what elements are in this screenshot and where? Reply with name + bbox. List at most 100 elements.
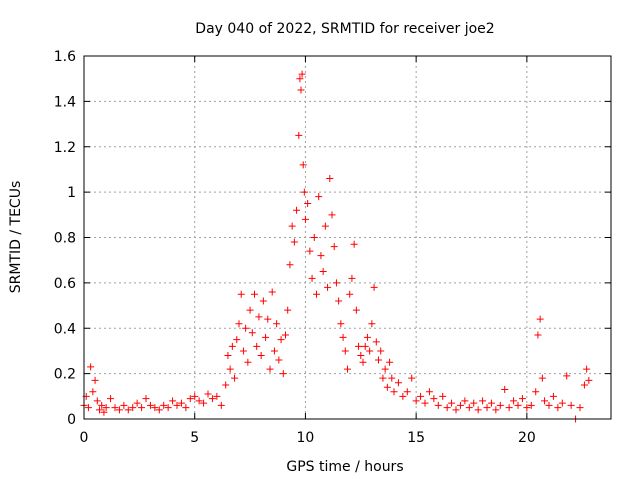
data-point bbox=[275, 356, 283, 364]
data-point bbox=[133, 399, 141, 407]
data-point bbox=[277, 336, 285, 344]
data-point bbox=[146, 401, 154, 409]
data-point bbox=[301, 215, 309, 223]
data-point bbox=[226, 365, 234, 373]
data-point bbox=[350, 240, 358, 248]
data-point bbox=[111, 404, 119, 412]
data-point bbox=[264, 315, 272, 323]
data-point bbox=[448, 399, 456, 407]
data-point bbox=[357, 351, 365, 359]
data-point bbox=[253, 342, 261, 350]
data-point bbox=[107, 395, 115, 403]
data-point bbox=[470, 399, 478, 407]
y-tick-label: 1.4 bbox=[54, 94, 76, 110]
data-point bbox=[326, 175, 334, 183]
data-point bbox=[262, 333, 270, 341]
data-point bbox=[115, 406, 123, 414]
data-point bbox=[319, 268, 327, 276]
data-point bbox=[273, 320, 281, 328]
x-tick-label: 10 bbox=[297, 430, 315, 446]
data-point bbox=[527, 401, 535, 409]
data-point bbox=[536, 315, 544, 323]
data-point bbox=[545, 401, 553, 409]
data-point bbox=[434, 401, 442, 409]
data-point bbox=[300, 188, 308, 196]
data-point bbox=[268, 288, 276, 296]
data-point bbox=[204, 390, 212, 398]
data-point bbox=[98, 401, 106, 409]
y-tick-label: 0.4 bbox=[54, 321, 76, 337]
y-tick-label: 1.6 bbox=[54, 49, 76, 65]
data-point bbox=[313, 290, 320, 298]
data-point bbox=[443, 404, 451, 412]
data-point bbox=[266, 365, 274, 373]
data-point bbox=[335, 297, 343, 305]
data-point bbox=[270, 347, 278, 355]
data-point bbox=[558, 399, 566, 407]
data-point bbox=[492, 406, 500, 414]
data-point bbox=[169, 397, 177, 405]
data-point bbox=[408, 374, 416, 382]
data-point bbox=[523, 404, 531, 412]
data-point bbox=[102, 404, 110, 412]
data-point bbox=[164, 404, 172, 412]
data-point bbox=[425, 388, 433, 396]
y-axis-label: SRMTID / TECUs bbox=[8, 181, 24, 294]
data-point bbox=[317, 252, 325, 260]
data-point bbox=[173, 401, 181, 409]
data-point bbox=[308, 274, 316, 282]
data-point bbox=[222, 381, 230, 389]
data-point bbox=[244, 358, 252, 366]
data-point bbox=[208, 395, 216, 403]
data-point bbox=[348, 274, 356, 282]
data-point bbox=[297, 86, 305, 94]
data-point bbox=[368, 320, 376, 328]
y-tick-label: 0.2 bbox=[54, 367, 76, 383]
data-point bbox=[293, 206, 301, 214]
data-point bbox=[89, 388, 97, 396]
x-tick-label: 15 bbox=[407, 430, 425, 446]
data-point bbox=[213, 392, 221, 400]
x-axis-label: GPS time / hours bbox=[286, 459, 403, 475]
axis-ticks bbox=[83, 55, 611, 420]
data-point bbox=[538, 374, 546, 382]
data-point bbox=[363, 333, 371, 341]
data-point bbox=[282, 331, 289, 339]
data-point bbox=[138, 404, 146, 412]
data-point bbox=[479, 397, 487, 405]
data-point bbox=[417, 392, 425, 400]
y-tick-label: 0 bbox=[67, 412, 76, 428]
data-point bbox=[235, 320, 243, 328]
data-point bbox=[224, 351, 232, 359]
data-point bbox=[381, 365, 389, 373]
data-point bbox=[421, 399, 429, 407]
data-point bbox=[352, 306, 360, 314]
data-point bbox=[430, 395, 438, 403]
data-point bbox=[576, 404, 584, 412]
data-point bbox=[237, 290, 245, 298]
data-point bbox=[290, 238, 298, 246]
data-point bbox=[87, 363, 95, 371]
data-point bbox=[84, 404, 92, 412]
data-point bbox=[518, 395, 526, 403]
data-point bbox=[257, 351, 265, 359]
data-point bbox=[330, 243, 338, 251]
data-point bbox=[375, 356, 382, 364]
data-point bbox=[394, 379, 402, 387]
chart-title: Day 040 of 2022, SRMTID for receiver joe… bbox=[195, 21, 494, 37]
data-point bbox=[191, 392, 199, 400]
data-point bbox=[306, 247, 314, 255]
data-point bbox=[339, 333, 347, 341]
data-point bbox=[583, 365, 591, 373]
data-point bbox=[246, 306, 254, 314]
data-point bbox=[279, 370, 287, 378]
data-point bbox=[366, 347, 374, 355]
data-point bbox=[452, 406, 460, 414]
data-point bbox=[91, 376, 99, 384]
y-tick-label: 1 bbox=[67, 185, 76, 201]
data-point bbox=[456, 401, 464, 409]
data-point bbox=[487, 399, 495, 407]
data-point bbox=[242, 324, 250, 332]
